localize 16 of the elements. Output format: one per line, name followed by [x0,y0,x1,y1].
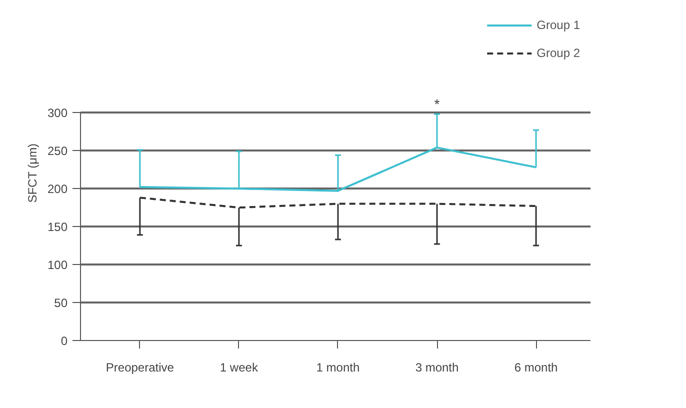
legend-label: Group 2 [536,46,580,60]
y-tick-label: 300 [47,106,68,120]
x-tick-label: 1 month [316,360,360,374]
x-tick-label: 1 week [220,360,259,374]
x-tick-label: Preoperative [106,360,174,374]
y-tick-label: 100 [47,258,68,272]
y-tick-label: 150 [47,220,68,234]
x-tick-label: 3 month [415,360,459,374]
y-tick-label: 250 [47,144,68,158]
annotation: * [434,96,440,112]
y-tick-label: 0 [60,334,68,348]
x-tick-label: 6 month [514,360,558,374]
y-tick-label: 50 [54,296,68,310]
legend-label: Group 1 [536,18,580,32]
y-axis-title: SFCT (μm) [25,143,40,203]
y-tick-label: 200 [47,182,68,196]
